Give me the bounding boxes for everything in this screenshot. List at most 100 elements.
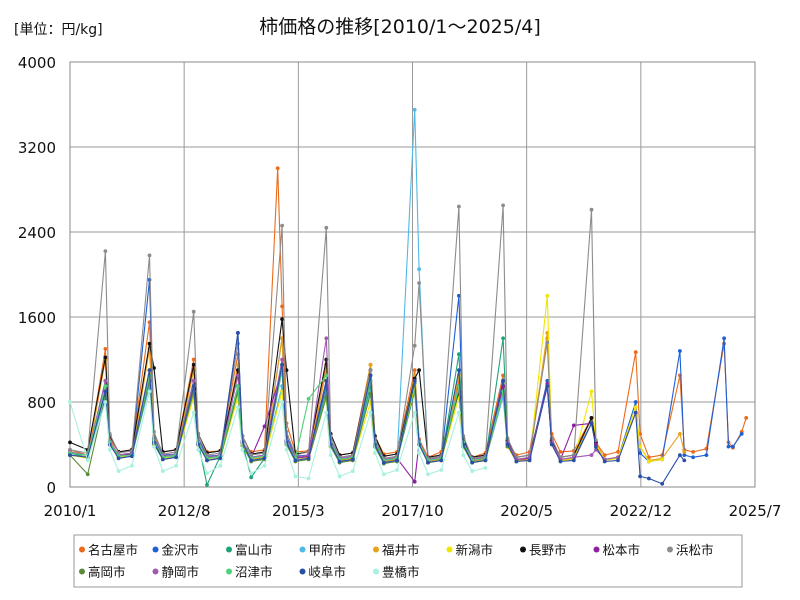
data-point bbox=[68, 440, 72, 445]
legend-marker bbox=[152, 546, 159, 553]
data-point bbox=[589, 453, 594, 457]
data-point bbox=[660, 481, 665, 486]
legend-item: 沼津市 bbox=[226, 565, 273, 580]
data-point bbox=[103, 384, 108, 388]
chart-title: 柿価格の推移[2010/1～2025/4] bbox=[259, 16, 541, 38]
legend-item: 福井市 bbox=[373, 543, 420, 558]
y-tick-label: 2400 bbox=[18, 224, 56, 242]
data-point bbox=[249, 458, 254, 463]
data-point bbox=[191, 357, 196, 362]
data-point bbox=[633, 350, 638, 354]
legend-marker bbox=[593, 546, 600, 553]
unit-label: [単位：円/kg] bbox=[14, 22, 103, 38]
data-point bbox=[147, 341, 152, 346]
legend-item: 甲府市 bbox=[299, 543, 347, 558]
data-point bbox=[350, 457, 355, 462]
data-point bbox=[395, 458, 399, 463]
data-point bbox=[191, 362, 196, 367]
legend-marker bbox=[299, 568, 306, 575]
data-point bbox=[589, 416, 594, 420]
data-point bbox=[191, 309, 196, 314]
data-point bbox=[280, 304, 284, 309]
data-point bbox=[731, 444, 735, 449]
data-point bbox=[589, 207, 594, 212]
series-line bbox=[69, 332, 685, 485]
legend-label: 豊橋市 bbox=[382, 565, 420, 580]
data-point bbox=[457, 410, 461, 415]
data-point bbox=[324, 373, 329, 378]
legend-marker bbox=[373, 546, 379, 553]
x-axis: 2010/1 2012/8 2015/3 2017/10 2020/5 2022/12 20… bbox=[44, 502, 782, 520]
data-point bbox=[726, 444, 731, 449]
data-point bbox=[678, 432, 682, 436]
y-tick-label: 4000 bbox=[18, 54, 56, 72]
data-point bbox=[381, 460, 386, 465]
data-point bbox=[412, 378, 417, 383]
legend-marker bbox=[446, 546, 453, 553]
data-point bbox=[417, 267, 421, 272]
data-point bbox=[284, 447, 289, 452]
data-point bbox=[571, 423, 576, 428]
data-point bbox=[691, 450, 695, 454]
data-point bbox=[218, 463, 223, 468]
legend-marker bbox=[373, 568, 379, 575]
data-point bbox=[647, 476, 651, 481]
data-point bbox=[527, 458, 532, 463]
data-point bbox=[191, 378, 196, 383]
legend-marker bbox=[79, 546, 85, 553]
data-point bbox=[373, 451, 377, 455]
data-point bbox=[545, 378, 550, 383]
data-point bbox=[412, 479, 417, 484]
data-point bbox=[174, 455, 179, 460]
data-point bbox=[545, 293, 550, 298]
x-tick-label: 2015/3 bbox=[272, 502, 325, 520]
data-point bbox=[160, 469, 165, 473]
data-point bbox=[116, 469, 121, 473]
legend-item: 長野市 bbox=[520, 543, 567, 558]
data-point bbox=[395, 468, 399, 472]
data-point bbox=[103, 347, 108, 351]
data-point bbox=[160, 457, 165, 462]
legend-marker bbox=[226, 546, 232, 553]
data-point bbox=[116, 456, 121, 461]
data-point bbox=[236, 373, 240, 378]
data-point bbox=[262, 463, 267, 468]
data-point bbox=[249, 471, 254, 476]
data-point bbox=[103, 389, 108, 394]
data-point bbox=[240, 447, 245, 452]
legend-label: 浜松市 bbox=[676, 543, 714, 558]
data-point bbox=[236, 384, 240, 388]
data-point bbox=[417, 451, 421, 455]
legend-label: 福井市 bbox=[382, 543, 420, 558]
legend-marker bbox=[152, 568, 159, 575]
data-point bbox=[545, 384, 550, 388]
data-point bbox=[324, 378, 329, 383]
data-point bbox=[324, 225, 329, 230]
legend-item: 名古屋市 bbox=[79, 543, 138, 558]
data-point bbox=[249, 475, 254, 480]
data-point bbox=[501, 378, 505, 383]
data-point bbox=[638, 474, 642, 479]
data-point bbox=[262, 424, 267, 429]
data-point bbox=[191, 384, 196, 388]
data-point bbox=[368, 373, 373, 378]
data-point bbox=[501, 203, 505, 208]
data-point bbox=[236, 405, 240, 410]
data-point bbox=[103, 355, 108, 360]
plot-frame bbox=[69, 61, 756, 488]
data-point bbox=[68, 453, 72, 457]
legend-label: 甲府市 bbox=[309, 543, 347, 558]
series-13 bbox=[68, 331, 687, 486]
data-point bbox=[152, 366, 156, 370]
data-point bbox=[638, 451, 642, 455]
data-point bbox=[130, 454, 134, 459]
data-point bbox=[549, 442, 554, 447]
y-tick-label: 3200 bbox=[18, 139, 56, 157]
data-point bbox=[328, 453, 333, 457]
data-point bbox=[85, 458, 90, 463]
data-point bbox=[633, 400, 638, 404]
data-point bbox=[306, 456, 311, 461]
data-point bbox=[439, 468, 444, 472]
